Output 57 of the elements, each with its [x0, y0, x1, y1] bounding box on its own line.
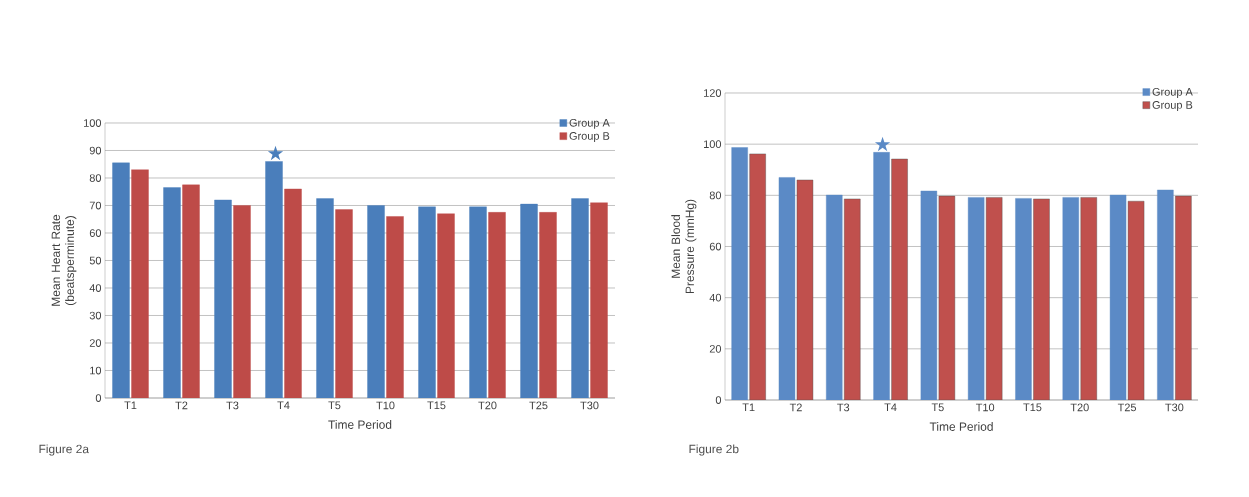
y-tick-label: 40	[709, 293, 722, 302]
x-tick-label: T4	[277, 401, 290, 410]
y-tick-label: 100	[704, 140, 722, 149]
y-tick-label: 20	[89, 339, 102, 347]
y-tick-label: 40	[89, 284, 102, 292]
y-tick-label: 0	[715, 396, 722, 404]
x-tick-label: T25	[1117, 403, 1137, 412]
y-tick-label: 0	[95, 394, 102, 402]
x-tick-label: T1	[124, 401, 137, 410]
y-axis-title: Mean Blood Pressure (mmHg)	[671, 199, 697, 294]
annotation: ★	[267, 145, 284, 161]
x-tick-label: T30	[580, 401, 599, 410]
y-tick-label: 10	[90, 366, 102, 375]
x-tick-label: T2	[789, 403, 802, 412]
y-tick-label: 80	[709, 191, 722, 200]
x-tick-label: T10	[975, 403, 995, 412]
y-tick-label: 90	[89, 146, 102, 155]
x-tick-label: T25	[529, 401, 548, 410]
y-tick-label: 100	[84, 119, 102, 127]
x-tick-label: T2	[175, 401, 188, 410]
y-tick-label: 60	[89, 229, 102, 237]
y-tick-label: 60	[709, 242, 722, 251]
legend-label: Group B	[1152, 101, 1193, 112]
bar	[1175, 195, 1192, 400]
x-tick-label: T20	[478, 401, 497, 410]
bar	[985, 197, 1003, 400]
x-tick-label: T3	[837, 403, 850, 412]
y-tick-label: 20	[709, 344, 722, 353]
x-tick-label: T5	[931, 403, 944, 412]
x-tick-label: T4	[884, 403, 897, 412]
bar	[1080, 197, 1097, 400]
y-tick-label: 80	[89, 174, 102, 182]
bar	[749, 153, 766, 400]
x-tick-label: T5	[328, 401, 341, 410]
y-tick-label: 30	[89, 311, 102, 320]
bar	[844, 198, 861, 400]
legend-label: Group A	[569, 118, 610, 129]
x-tick-label: T15	[1023, 403, 1042, 412]
legend-label: Group A	[1152, 87, 1193, 98]
bar	[891, 158, 908, 400]
bar	[1033, 198, 1050, 400]
x-tick-label: T20	[1070, 403, 1089, 412]
caption: Figure 2a	[39, 444, 89, 456]
x-tick-label: T15	[427, 401, 446, 410]
x-axis-title: Time Period	[328, 420, 392, 429]
x-tick-label: T30	[1165, 403, 1184, 412]
y-axis-title: Mean Heart Rate (beatsperminute)	[51, 214, 77, 306]
x-tick-label: T1	[742, 403, 755, 412]
x-tick-label: T10	[376, 401, 395, 410]
annotation: ★	[874, 136, 891, 152]
caption: Figure 2b	[689, 444, 739, 456]
y-tick-label: 50	[89, 256, 102, 265]
x-axis-title: Time Period	[929, 422, 993, 431]
y-tick-label: 70	[89, 201, 102, 210]
y-tick-label: 120	[704, 89, 722, 97]
x-tick-label: T3	[226, 401, 239, 410]
legend-label: Group B	[569, 132, 610, 142]
